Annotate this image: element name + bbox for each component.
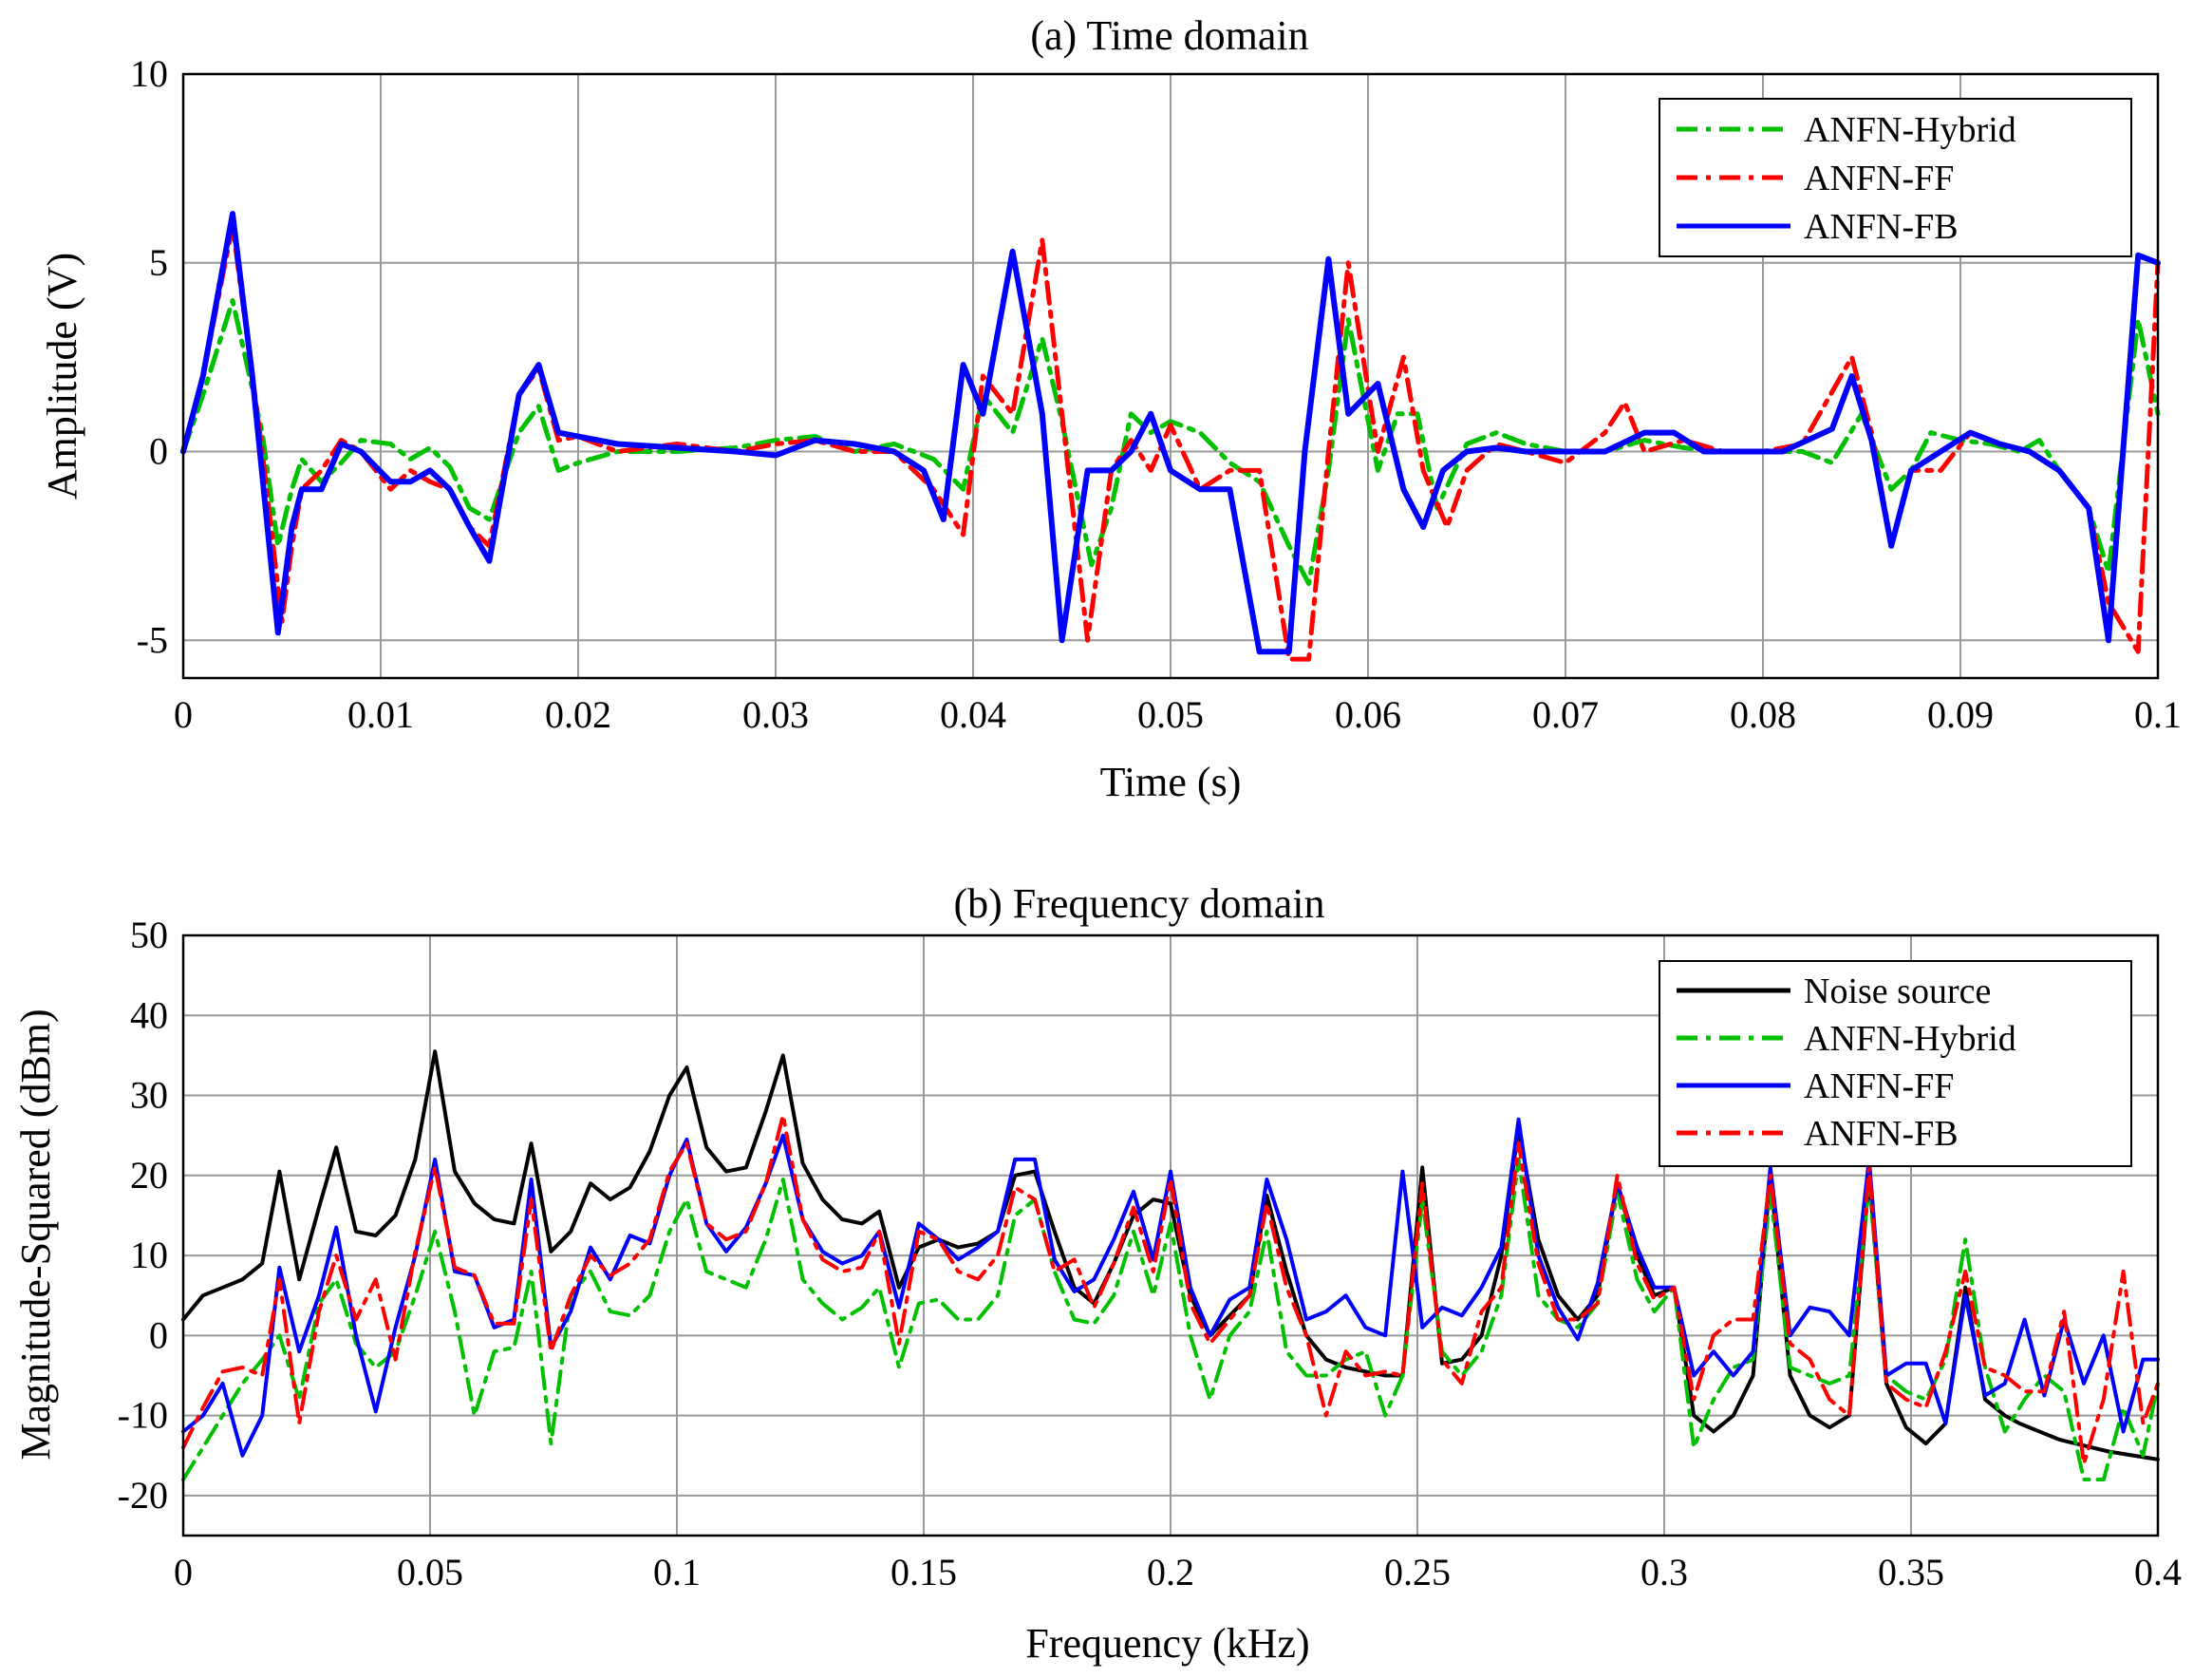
y-axis-label: Magnitude-Squared (dBm)	[12, 1009, 59, 1460]
x-tick-labels: 0 0.01 0.02 0.03 0.04 0.05 0.06 0.07 0.08 0.09 0.1	[174, 693, 2182, 736]
plot-frame	[181, 933, 2160, 1537]
series-line-anfn-hybrid	[181, 1157, 2160, 1481]
x-tick-label: 0.04	[940, 693, 1006, 736]
x-tick-label: 0.09	[1927, 693, 1994, 736]
x-tick-label: 0	[174, 693, 193, 736]
y-tick-label: 20	[130, 1154, 168, 1197]
x-tick-label: 0.25	[1384, 1551, 1451, 1593]
time-domain-chart: (a) Time domain 0 0.01 0.02 0.03 0.04 0.05 0.0…	[39, 12, 2182, 805]
legend: ANFN-Hybrid ANFN-FF ANFN-FB	[1659, 98, 2132, 257]
chart-title: (b) Frequency domain	[954, 880, 1325, 927]
legend-label: ANFN-Hybrid	[1804, 1019, 2016, 1059]
x-tick-label: 0.01	[347, 693, 414, 736]
x-tick-label: 0.4	[2134, 1551, 2182, 1593]
chart-title: (a) Time domain	[1030, 12, 1308, 59]
legend-label: ANFN-FB	[1804, 207, 1959, 247]
x-axis-label: Time (s)	[1100, 759, 1242, 805]
x-tick-label: 0.03	[742, 693, 809, 736]
y-tick-label: -5	[137, 618, 168, 661]
legend-label: ANFN-Hybrid	[1804, 110, 2016, 150]
series-layer	[180, 211, 2161, 662]
y-tick-label: 5	[149, 241, 168, 284]
series-line-anfn-ff	[180, 222, 2161, 662]
x-tick-label: 0.1	[2134, 693, 2182, 736]
x-tick-label: 0.2	[1147, 1551, 1194, 1593]
y-tick-labels: -5 0 5 10	[130, 52, 168, 661]
legend-label: Noise source	[1804, 971, 1991, 1011]
x-tick-label: 0.1	[653, 1551, 701, 1593]
series-layer	[181, 1049, 2160, 1481]
y-tick-label: 10	[130, 52, 168, 95]
x-tick-label: 0.08	[1730, 693, 1796, 736]
x-tick-labels: 0 0.05 0.1 0.15 0.2 0.25 0.3 0.35 0.4	[174, 1551, 2182, 1593]
x-tick-label: 0.06	[1335, 693, 1401, 736]
y-tick-labels: -20 -10 0 10 20 30 40 50	[118, 914, 168, 1517]
x-axis-label: Frequency (kHz)	[1025, 1620, 1309, 1667]
y-tick-label: 30	[130, 1074, 168, 1117]
y-tick-label: 10	[130, 1234, 168, 1276]
legend-label: ANFN-FB	[1804, 1114, 1959, 1154]
legend-label: ANFN-FF	[1804, 159, 1954, 198]
legend: Noise source ANFN-Hybrid ANFN-FF ANFN-FB	[1659, 960, 2132, 1167]
y-tick-label: 50	[130, 914, 168, 956]
series-line-anfn-fb	[181, 1113, 2160, 1466]
x-tick-label: 0	[174, 1551, 193, 1593]
x-tick-label: 0.05	[1137, 693, 1204, 736]
y-tick-label: 0	[149, 1313, 168, 1356]
plot-frame	[181, 72, 2160, 680]
x-tick-label: 0.05	[397, 1551, 463, 1593]
frequency-domain-chart: (b) Frequency domain 0 0.05 0.1 0.15 0.2 0.25…	[12, 880, 2182, 1667]
x-tick-label: 0.35	[1878, 1551, 1944, 1593]
y-tick-label: 0	[149, 430, 168, 473]
y-tick-label: -20	[118, 1474, 168, 1517]
series-line-anfn-fb	[180, 211, 2161, 655]
x-tick-label: 0.3	[1640, 1551, 1688, 1593]
x-tick-label: 0.15	[890, 1551, 957, 1593]
y-axis-label: Amplitude (V)	[39, 253, 85, 500]
x-tick-label: 0.02	[545, 693, 611, 736]
x-tick-label: 0.07	[1532, 693, 1599, 736]
y-tick-label: -10	[118, 1394, 168, 1437]
series-line-anfn-hybrid	[180, 298, 2161, 587]
legend-label: ANFN-FF	[1804, 1066, 1954, 1106]
y-tick-label: 40	[130, 993, 168, 1036]
